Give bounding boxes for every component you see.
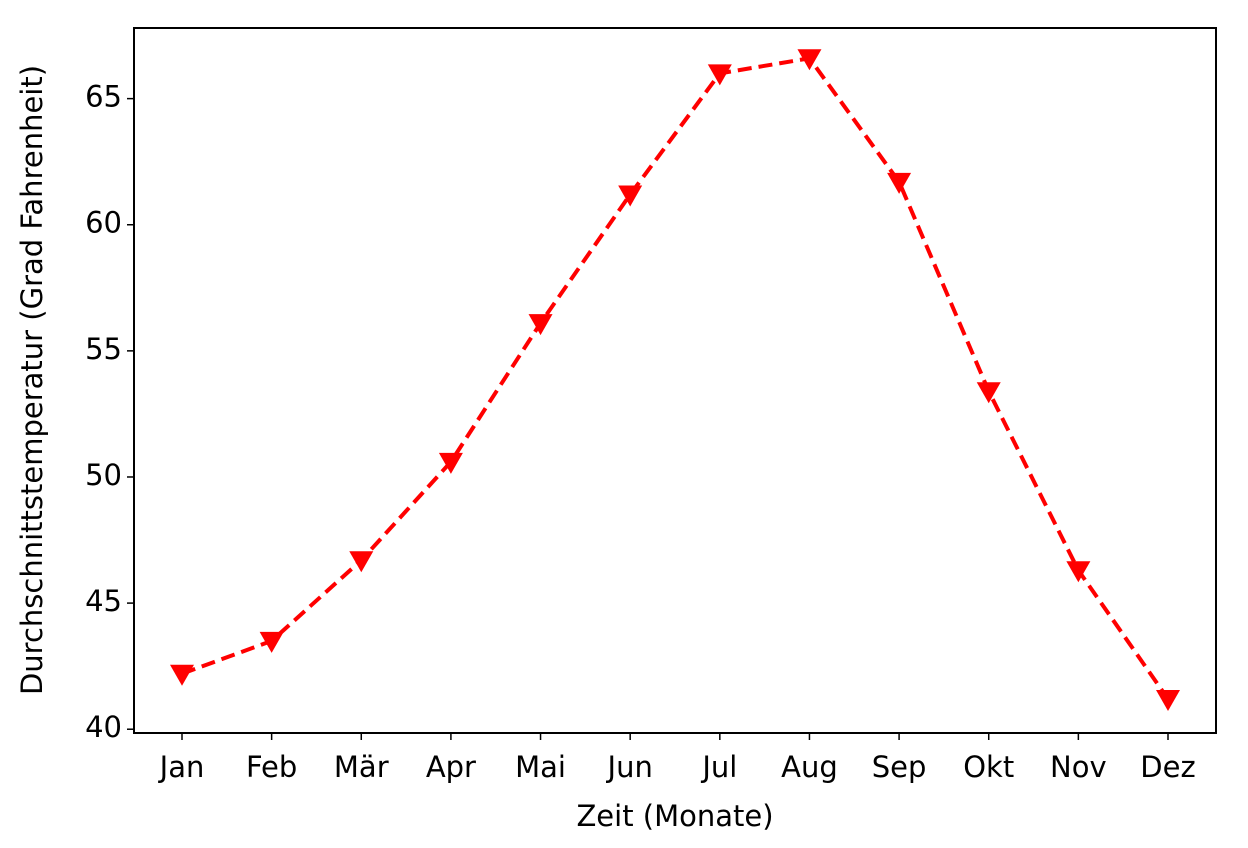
x-tick-label: Nov xyxy=(1050,750,1107,784)
x-tick-label: Jan xyxy=(158,750,205,784)
marker xyxy=(1156,689,1180,711)
x-tick-label: Aug xyxy=(781,750,838,784)
x-tick-label: Sep xyxy=(872,750,927,784)
plot-frame xyxy=(133,27,1217,734)
marker xyxy=(887,172,912,194)
marker xyxy=(170,664,194,686)
y-axis-label: Durchschnittstemperatur (Grad Fahrenheit… xyxy=(15,65,49,695)
marker xyxy=(438,452,463,474)
marker xyxy=(618,185,643,207)
y-tick-label: 45 xyxy=(85,584,122,618)
x-tick-label: Mai xyxy=(515,750,566,784)
x-tick-label: Okt xyxy=(963,750,1014,784)
marker xyxy=(797,49,822,71)
y-tick-label: 55 xyxy=(85,332,122,366)
x-tick-label: Jul xyxy=(700,750,737,784)
x-tick-label: Mär xyxy=(334,750,389,784)
y-tick-label: 50 xyxy=(85,458,122,492)
marker xyxy=(707,64,732,86)
x-tick-label: Apr xyxy=(426,750,476,784)
marker xyxy=(976,382,1001,404)
line xyxy=(181,56,1170,701)
y-tick-label: 60 xyxy=(85,206,122,240)
y-tick-label: 40 xyxy=(85,710,122,744)
marker xyxy=(259,631,284,653)
y-tick-label: 65 xyxy=(85,80,122,114)
x-axis-label: Zeit (Monate) xyxy=(576,799,773,833)
marker xyxy=(1066,561,1091,583)
marker xyxy=(528,314,553,336)
x-tick-label: Jun xyxy=(606,750,653,784)
x-tick-label: Dez xyxy=(1140,750,1195,784)
marker xyxy=(349,551,374,573)
x-tick-label: Feb xyxy=(246,750,297,784)
